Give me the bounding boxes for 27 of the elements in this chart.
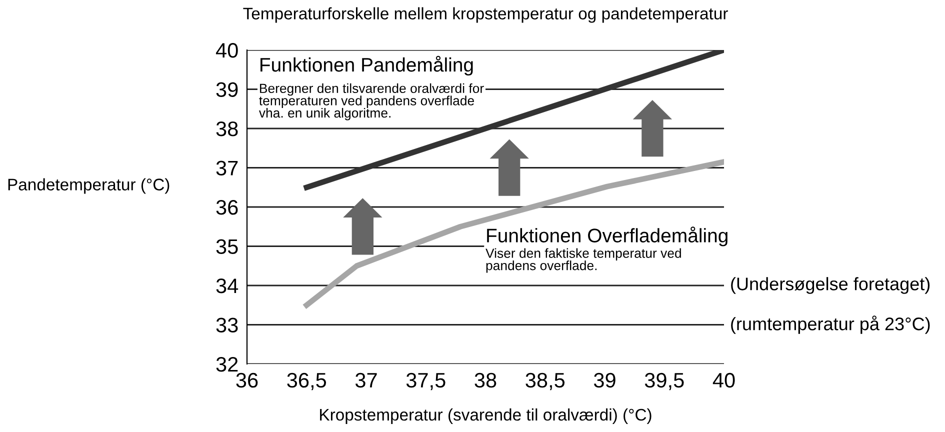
y-tick-label: 36 bbox=[216, 200, 238, 215]
y-tick-label: 37 bbox=[216, 160, 238, 176]
chart-title: Temperaturforskelle mellem kropstemperatur og pandetemperatur bbox=[243, 7, 728, 23]
x-tick-label: 36,5 bbox=[287, 372, 326, 390]
y-axis-title: Pandetemperatur (°C) bbox=[8, 178, 170, 194]
x-tick-label: 38 bbox=[474, 372, 496, 388]
y-tick-label: 40 bbox=[216, 43, 238, 58]
annotation: Viser den faktiske temperatur ved pandens overflade. bbox=[486, 248, 681, 273]
x-tick-label: 38,5 bbox=[526, 372, 565, 390]
y-tick-label: 33 bbox=[216, 318, 238, 333]
series-label: Funktionen Overflademåling bbox=[487, 226, 728, 246]
x-tick-label: 39,5 bbox=[644, 372, 684, 390]
annotation: Beregner den tilsvarende oralværdi for temperaturen ved pandens overflade vha. en unik algoritme. bbox=[258, 83, 484, 120]
x-tick-label: 39 bbox=[594, 372, 616, 388]
x-tick-label: 37 bbox=[355, 372, 377, 388]
y-tick-label: 38 bbox=[216, 122, 238, 136]
x-axis-title: Kropstemperatur (svarende til oralværdi) (°C) bbox=[320, 408, 652, 424]
y-tick-label: 34 bbox=[216, 278, 238, 294]
y-tick-label: 39 bbox=[216, 82, 238, 98]
x-tick-label: 40 bbox=[712, 372, 735, 388]
text: (Undersøgelse foretaget) bbox=[731, 277, 930, 294]
y-tick-label: 35 bbox=[216, 239, 238, 254]
text: (rumtemperatur på 23°C) bbox=[731, 316, 930, 334]
y-tick-label: 32 bbox=[216, 357, 238, 372]
text: Funktionen Pandemåling bbox=[260, 56, 473, 76]
x-tick-label: 36 bbox=[236, 372, 258, 388]
x-tick-label: 37,5 bbox=[406, 372, 446, 390]
